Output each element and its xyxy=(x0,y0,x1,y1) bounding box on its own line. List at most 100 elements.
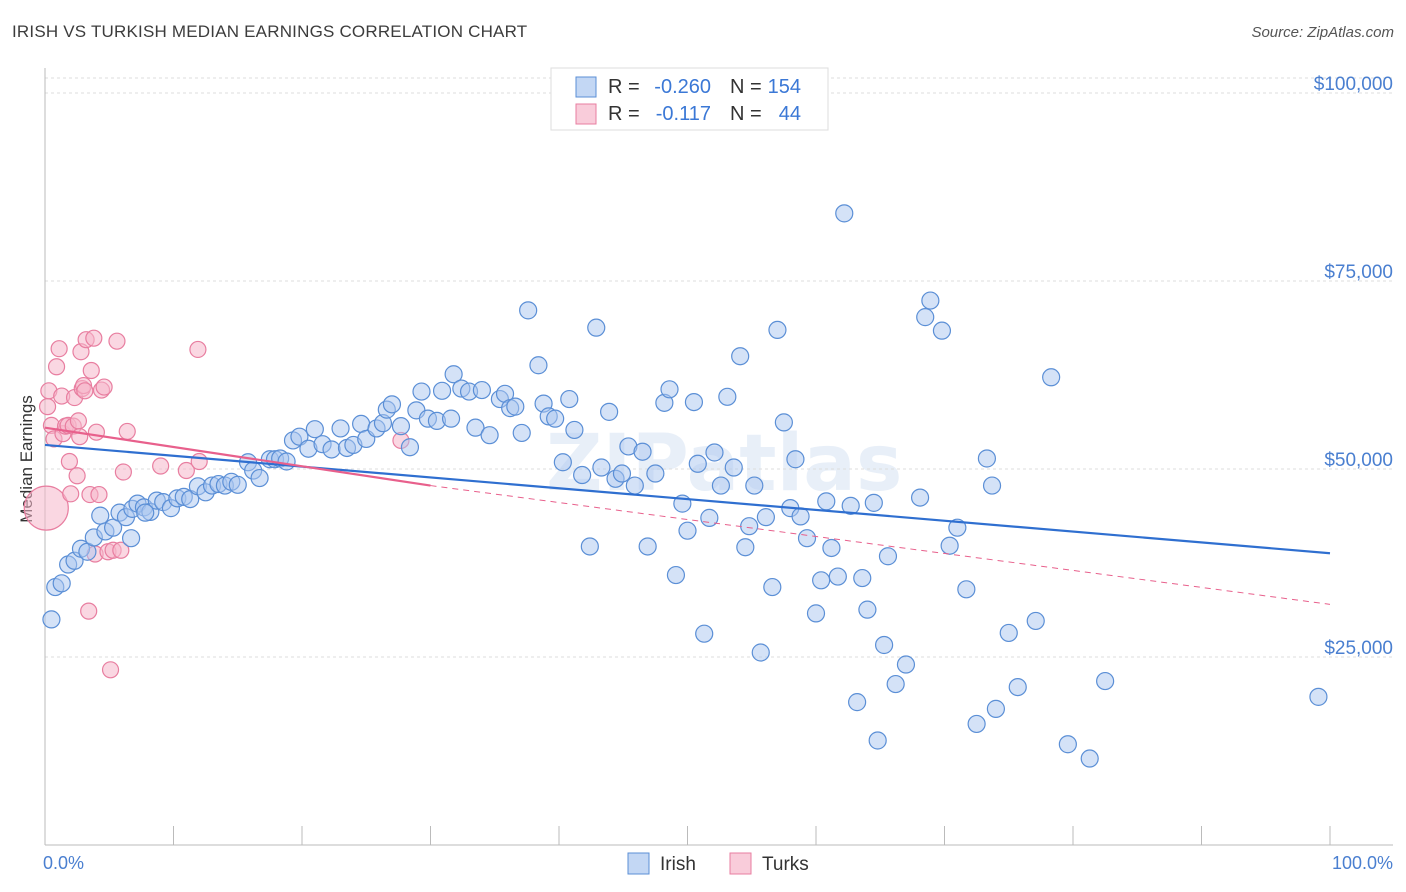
irish-point xyxy=(638,537,657,556)
irish-point xyxy=(580,537,599,556)
irish-point xyxy=(940,536,959,555)
stats-r-value: -0.260 xyxy=(654,76,711,98)
legend: Irish Turks xyxy=(627,852,809,875)
irish-point xyxy=(957,580,976,599)
stats-n-label: N = xyxy=(730,76,762,98)
turks-point xyxy=(177,461,195,480)
irish-point xyxy=(1042,368,1061,387)
irish-point xyxy=(858,600,877,619)
stats-r-label: R = xyxy=(608,103,640,125)
turks-point xyxy=(189,340,207,359)
turks-point xyxy=(95,378,113,396)
irish-point xyxy=(136,503,155,522)
irish-point xyxy=(848,693,867,712)
irish-point xyxy=(886,674,905,694)
irish-point xyxy=(932,321,952,340)
stats-swatch-irish xyxy=(575,76,597,98)
irish-point xyxy=(916,308,935,327)
irish-point xyxy=(553,453,572,472)
x-tick-label: 0.0% xyxy=(43,853,84,873)
irish-trend-line xyxy=(44,443,1331,555)
irish-point xyxy=(1058,735,1077,754)
turks-point xyxy=(82,361,100,380)
irish-point xyxy=(806,604,826,623)
irish-point xyxy=(678,521,697,540)
irish-point xyxy=(774,413,793,432)
irish-point xyxy=(718,387,737,406)
irish-point xyxy=(600,402,619,421)
legend-swatch-turks[interactable] xyxy=(729,852,752,875)
trend-lines xyxy=(44,426,1331,605)
irish-point xyxy=(817,492,836,511)
irish-point xyxy=(290,427,309,446)
legend-label-irish[interactable]: Irish xyxy=(660,854,696,875)
irish-point xyxy=(797,529,817,548)
turks-trend-extension xyxy=(430,485,1331,605)
turks-point xyxy=(50,340,68,358)
irish-point xyxy=(921,291,940,310)
irish-point xyxy=(868,731,887,750)
irish-point xyxy=(331,419,350,438)
irish-point xyxy=(565,420,584,440)
irish-point xyxy=(967,714,986,734)
y-axis-title: Median Earnings xyxy=(17,395,36,523)
irish-point xyxy=(560,389,579,409)
irish-point xyxy=(705,443,724,462)
irish-point xyxy=(763,577,782,597)
irish-point xyxy=(391,417,411,436)
axes xyxy=(44,68,1393,846)
irish-point xyxy=(700,508,719,527)
irish-point xyxy=(228,475,247,494)
irish-point xyxy=(352,414,371,434)
irish-point xyxy=(412,382,431,401)
turks-point xyxy=(69,412,88,430)
irish-point xyxy=(910,488,930,507)
irish-point xyxy=(546,409,565,428)
stats-n-value: 154 xyxy=(768,76,801,98)
legend-swatch-irish[interactable] xyxy=(627,852,650,875)
irish-point xyxy=(277,452,296,471)
irish-point xyxy=(660,380,679,399)
irish-point xyxy=(42,610,61,629)
irish-point xyxy=(625,476,644,495)
turks-point xyxy=(114,463,132,481)
y-tick-labels: $25,000 $50,000 $75,000 $100,000 xyxy=(1314,74,1393,659)
irish-point xyxy=(736,538,755,557)
irish-point xyxy=(1096,671,1115,691)
irish-point xyxy=(745,476,764,495)
irish-point xyxy=(1309,687,1328,706)
turks-point xyxy=(60,452,79,471)
irish-point xyxy=(1026,611,1045,631)
irish-point xyxy=(822,538,841,558)
irish-point xyxy=(441,409,461,428)
turks-point xyxy=(118,422,136,441)
irish-point xyxy=(480,426,499,445)
stats-n-label: N = xyxy=(730,103,762,125)
irish-point xyxy=(841,496,860,515)
y-tick-label: $75,000 xyxy=(1324,262,1393,283)
legend-label-turks[interactable]: Turks xyxy=(762,854,809,875)
irish-point xyxy=(466,418,485,437)
irish-point xyxy=(740,517,759,536)
chart-title: IRISH VS TURKISH MEDIAN EARNINGS CORRELA… xyxy=(12,22,528,41)
irish-point xyxy=(853,568,872,588)
turks-trend-line xyxy=(44,426,431,487)
turks-point xyxy=(101,661,120,679)
turks-point xyxy=(38,398,57,416)
turks-point xyxy=(68,467,86,485)
turks-point xyxy=(76,382,94,400)
turks-point xyxy=(87,423,106,441)
turks-point xyxy=(112,541,130,559)
irish-point xyxy=(982,476,1002,495)
irish-point xyxy=(512,423,531,443)
stats-swatch-turks xyxy=(575,103,597,125)
irish-point xyxy=(711,476,731,495)
irish-point xyxy=(896,655,916,674)
turks-point xyxy=(90,485,108,504)
irish-point xyxy=(444,365,463,384)
stats-r-value: -0.117 xyxy=(656,103,711,125)
y-tick-label: $50,000 xyxy=(1324,450,1393,471)
irish-point xyxy=(666,565,686,585)
irish-point xyxy=(977,449,997,468)
